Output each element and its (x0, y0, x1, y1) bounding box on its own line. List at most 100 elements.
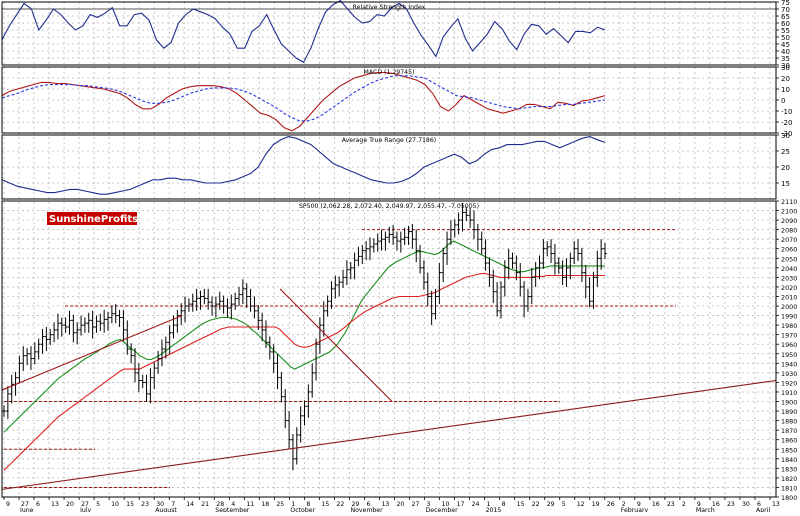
macd-line (1, 71, 606, 132)
y-tick-label: 50 (781, 34, 790, 42)
y-tick-label: 30 (781, 64, 790, 72)
y-tick-label: 60 (781, 20, 790, 28)
y-tick-label: 10 (781, 86, 790, 94)
y-tick-label: 1800 (781, 494, 797, 502)
macd-signal-line (1, 75, 606, 122)
x-tick-label: 1 (487, 501, 491, 508)
y-tick-label: 1850 (781, 446, 797, 454)
y-tick-label: 2100 (781, 208, 797, 216)
month-label: June (19, 507, 34, 512)
x-tick-label: 13 (51, 501, 59, 508)
x-tick-label: 21 (201, 501, 209, 508)
x-tick-label: 27 (81, 501, 89, 508)
x-tick-label: 24 (472, 501, 480, 508)
atr-line (1, 136, 606, 195)
x-tick-label: 19 (592, 501, 600, 508)
month-label: November (350, 507, 383, 512)
x-tick-label: 30 (156, 501, 164, 508)
logo-background (47, 212, 137, 225)
y-tick-label: 35 (781, 55, 790, 63)
x-tick-label: 9 (637, 501, 641, 508)
y-tick-label: 25 (781, 148, 790, 156)
y-tick-label: 0 (781, 97, 785, 105)
y-tick-label: 1930 (781, 370, 797, 378)
y-tick-label: 1950 (781, 351, 797, 359)
y-tick-label: 1890 (781, 408, 797, 416)
y-tick-label: -10 (781, 108, 792, 116)
x-tick-label: 1 (291, 501, 295, 508)
y-tick-label: 1880 (781, 418, 797, 426)
y-tick-label: 1960 (781, 341, 797, 349)
y-tick-label: 1820 (781, 475, 797, 483)
y-tick-label: 30 (781, 62, 790, 70)
y-tick-label: 75 (781, 0, 790, 7)
logo-part-2: Profits (101, 214, 138, 225)
x-tick-label: 28 (216, 501, 224, 508)
rsi-line (1, 0, 606, 63)
x-tick-label: 27 (412, 501, 420, 508)
x-tick-label: 14 (186, 501, 194, 508)
month-label: 2015 (486, 507, 502, 512)
x-tick-label: 8 (502, 501, 506, 508)
x-tick-label: 10 (442, 501, 450, 508)
panel-frame (1, 66, 777, 134)
x-tick-label: 4 (231, 501, 235, 508)
panel-title: MACD (1.29745) (364, 69, 415, 76)
x-tick-label: 9 (697, 501, 701, 508)
logo-text: SunshineProfits.com (49, 214, 165, 225)
y-tick-label: 30 (781, 132, 790, 140)
y-tick-label: 1970 (781, 332, 797, 340)
y-tick-label: 40 (781, 48, 790, 56)
x-tick-label: 26 (607, 501, 615, 508)
y-tick-label: -20 (781, 119, 792, 127)
logo: SunshineProfits.com (47, 212, 165, 225)
y-tick-label: 1980 (781, 322, 797, 330)
y-tick-label: 2110 (781, 198, 797, 206)
y-tick-label: 1840 (781, 456, 797, 464)
x-tick-label: 22 (336, 501, 344, 508)
panel-frame (1, 200, 777, 498)
x-tick-label: 13 (772, 501, 780, 508)
y-tick-label: -30 (781, 130, 792, 138)
x-tick-label: 16 (652, 501, 660, 508)
y-tick-label: 20 (781, 164, 790, 172)
y-tick-label: 2080 (781, 227, 797, 235)
y-tick-label: 45 (781, 41, 790, 49)
y-tick-label: 2010 (781, 293, 797, 301)
x-tick-label: 29 (547, 501, 555, 508)
x-tick-label: 30 (742, 501, 750, 508)
y-tick-label: 55 (781, 27, 790, 35)
rising-channel-line (1, 315, 183, 391)
x-tick-label: 18 (261, 501, 269, 508)
logo-part-3: .com (138, 214, 165, 225)
x-tick-label: 15 (126, 501, 134, 508)
y-tick-label: 1990 (781, 313, 797, 321)
y-tick-label: 65 (781, 13, 790, 21)
y-tick-label: 1830 (781, 465, 797, 473)
x-tick-label: 20 (397, 501, 405, 508)
y-tick-label: 20 (781, 75, 790, 83)
x-tick-label: 3 (427, 501, 431, 508)
month-label: December (426, 507, 459, 512)
logo-part-1: Sunshine (49, 214, 101, 225)
month-label: October (290, 507, 315, 512)
y-tick-label: 2020 (781, 284, 797, 292)
x-tick-label: 22 (532, 501, 540, 508)
x-tick-label: 15 (517, 501, 525, 508)
x-tick-label: 12 (577, 501, 585, 508)
x-tick-label: 27 (21, 501, 29, 508)
y-tick-label: 1870 (781, 427, 797, 435)
x-tick-label: 5 (96, 501, 100, 508)
y-tick-label: 1810 (781, 484, 797, 492)
x-tick-label: 13 (381, 501, 389, 508)
x-tick-label: 6 (366, 501, 370, 508)
x-tick-label: 2 (682, 501, 686, 508)
y-tick-label: 1920 (781, 379, 797, 387)
month-label: September (215, 507, 250, 512)
x-tick-label: 5 (562, 501, 566, 508)
x-tick-label: 23 (727, 501, 735, 508)
y-tick-label: 1860 (781, 437, 797, 445)
panel-frame (1, 1, 777, 66)
y-tick-label: 2090 (781, 217, 797, 225)
